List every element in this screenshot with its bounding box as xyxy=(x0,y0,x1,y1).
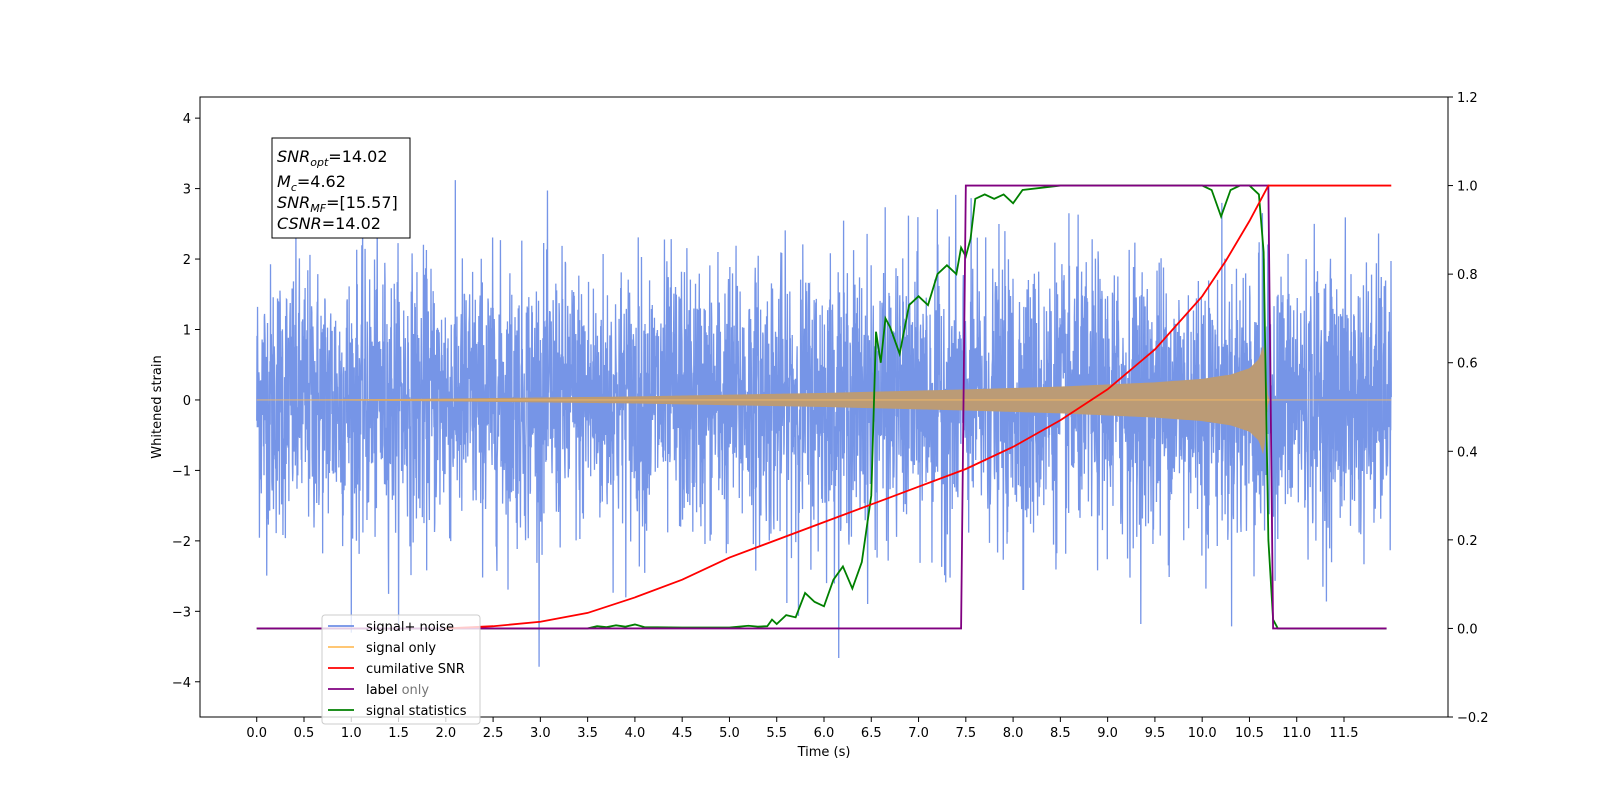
y-left-tick-label: −1 xyxy=(172,464,191,479)
x-tick-label: 8.0 xyxy=(1003,726,1024,741)
y-left-tick-label: −3 xyxy=(172,605,191,620)
y-left-tick-label: 0 xyxy=(183,394,191,409)
x-tick-label: 9.0 xyxy=(1097,726,1118,741)
x-tick-label: 10.0 xyxy=(1188,726,1217,741)
y-right-tick-label: 0.0 xyxy=(1457,622,1478,637)
y-left-tick-label: 1 xyxy=(183,324,191,339)
x-tick-label: 9.5 xyxy=(1145,726,1166,741)
x-tick-label: 0.5 xyxy=(294,726,315,741)
x-tick-label: 4.0 xyxy=(625,726,646,741)
series-lines xyxy=(256,184,1392,630)
legend-label: cumilative SNR xyxy=(366,662,465,677)
y-left-axis-ticks: −4 −3 −2 −1 0 1 2 3 4 xyxy=(172,112,200,691)
legend-label: label xyxy=(366,683,397,698)
series-label-line xyxy=(256,184,1387,630)
legend: signal+ noise signal only cumilative SNR si… xyxy=(321,614,481,725)
x-tick-label: 3.5 xyxy=(577,726,598,741)
legend-label: signal statistics xyxy=(366,704,467,719)
annotation-value: =4.62 xyxy=(297,172,346,191)
x-tick-label: 1.0 xyxy=(341,726,362,741)
annotation-value: =[15.57] xyxy=(326,193,398,212)
x-axis-title: Time (s) xyxy=(797,745,851,760)
annotation-value: =14.02 xyxy=(328,147,387,166)
annotation-subscript: c xyxy=(291,181,297,194)
x-tick-label: 0.0 xyxy=(246,726,267,741)
y-left-axis-title: Whitened strain xyxy=(150,355,165,458)
y-right-tick-label: 1.2 xyxy=(1457,91,1478,106)
x-tick-label: 5.0 xyxy=(719,726,740,741)
y-right-tick-label: 0.2 xyxy=(1457,534,1478,549)
annotation-symbol: M xyxy=(277,172,291,191)
x-tick-label: 4.5 xyxy=(672,726,693,741)
x-tick-label: 7.5 xyxy=(955,726,976,741)
y-left-tick-label: −4 xyxy=(172,676,191,691)
legend-hidden-label: label only xyxy=(366,683,429,698)
y-left-tick-label: 2 xyxy=(183,253,191,268)
y-left-tick-label: −2 xyxy=(172,535,191,550)
legend-label: signal+ noise xyxy=(366,620,454,635)
annotation-symbol: SNR xyxy=(277,193,310,212)
x-tick-label: 3.0 xyxy=(530,726,551,741)
annotation-frame xyxy=(271,137,411,239)
legend-frame xyxy=(321,614,481,725)
x-tick-label: 6.0 xyxy=(814,726,835,741)
y-right-axis-ticks: −0.2 0.0 0.2 0.4 0.6 0.8 1.0 1.2 xyxy=(1448,91,1489,726)
annotation-subscript: opt xyxy=(310,156,329,169)
x-tick-label: 11.0 xyxy=(1282,726,1311,741)
legend-hidden-label: signal statistics xyxy=(366,705,467,720)
y-left-tick-label: 4 xyxy=(183,112,191,127)
y-right-tick-label: −0.2 xyxy=(1457,711,1489,726)
x-tick-label: 8.5 xyxy=(1050,726,1071,741)
annotation-value: =14.02 xyxy=(322,214,381,233)
legend-label: signal only xyxy=(366,641,436,656)
annotation-snr-mf: SNRMF=[15.57] xyxy=(277,193,398,215)
x-tick-label: 2.0 xyxy=(435,726,456,741)
y-right-tick-label: 0.8 xyxy=(1457,268,1478,283)
y-right-tick-label: 1.0 xyxy=(1457,180,1478,195)
y-left-tick-label: 3 xyxy=(183,183,191,198)
y-right-tick-label: 0.6 xyxy=(1457,357,1478,372)
x-tick-label: 6.5 xyxy=(861,726,882,741)
annotation-chirp-mass: Mc=4.62 xyxy=(277,172,346,194)
x-tick-label: 5.5 xyxy=(766,726,787,741)
series-signal-only xyxy=(256,345,1392,455)
annotation-snr-opt: SNRopt=14.02 xyxy=(277,147,388,169)
x-tick-label: 10.5 xyxy=(1235,726,1264,741)
annotation-csnr: CSNR=14.02 xyxy=(277,214,381,233)
annotation-symbol: SNR xyxy=(277,147,310,166)
annotation-subscript: MF xyxy=(310,202,326,215)
x-tick-label: 2.5 xyxy=(483,726,504,741)
x-tick-label: 11.5 xyxy=(1330,726,1359,741)
x-tick-label: 1.5 xyxy=(388,726,409,741)
y-right-tick-label: 0.4 xyxy=(1457,445,1478,460)
annotation-box: SNRopt=14.02 Mc=4.62 SNRMF=[15.57] CSNR=… xyxy=(271,137,411,239)
annotation-symbol: CSNR xyxy=(277,214,322,233)
x-axis-ticks: 0.0 0.5 1.0 1.5 2.0 2.5 3.0 3.5 4.0 4.5 5.0 5.5 6.0 6… xyxy=(246,717,1358,741)
series-cumilative-snr-line xyxy=(445,184,1392,630)
x-tick-label: 7.0 xyxy=(908,726,929,741)
series-signal-statistics-line xyxy=(256,184,1387,630)
